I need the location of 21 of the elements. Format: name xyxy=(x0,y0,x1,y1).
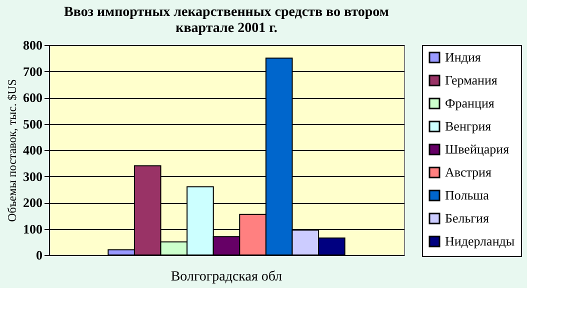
y-tick-label: 0 xyxy=(36,248,42,262)
legend-label: Венгрия xyxy=(445,118,492,134)
legend-label: Бельгия xyxy=(445,210,489,226)
y-tick-label: 700 xyxy=(23,64,42,79)
y-tick-label: 500 xyxy=(23,116,42,132)
legend-label: Германия xyxy=(445,72,498,88)
x-tick-label: Волгоградская обл xyxy=(170,270,282,284)
legend-label: Франция xyxy=(445,96,494,110)
y-tick-label: 200 xyxy=(23,195,42,210)
y-tick-label: 300 xyxy=(23,168,42,184)
legend-label: Австрия xyxy=(445,164,492,180)
y-axis-title: Объемы поставок, тыс. $US xyxy=(5,79,19,222)
legend-label: Индия xyxy=(445,50,481,64)
y-tick-label: 100 xyxy=(23,221,42,236)
y-tick-label: 800 xyxy=(23,38,42,52)
y-tick-label: 600 xyxy=(23,90,42,105)
legend-label: Нидерланды xyxy=(445,234,515,248)
y-tick-label: 400 xyxy=(23,142,42,158)
legend-label: Швейцария xyxy=(445,142,510,156)
chart-title: Ввоз импортных лекарственных средств во втором квартале 2001 г. xyxy=(64,5,390,36)
legend-label: Польша xyxy=(445,188,490,202)
